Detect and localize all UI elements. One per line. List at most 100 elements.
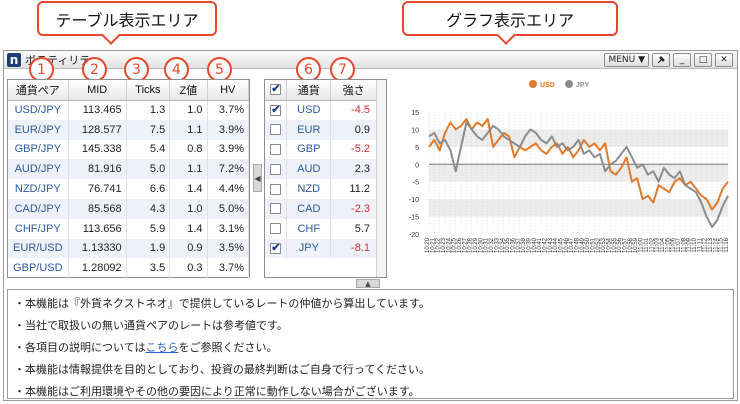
rate-row[interactable]: GBP/JPY 145.338 5.4 0.8 3.9% xyxy=(8,139,250,160)
currency-checkbox[interactable] xyxy=(270,124,282,136)
strength-cell-value: 2.3 xyxy=(330,159,377,180)
y-tick-label: 15 xyxy=(411,110,419,117)
x-tick-label: 11:14 xyxy=(713,237,719,252)
strength-row[interactable]: JPY-8.1 xyxy=(265,238,377,259)
grid-band xyxy=(429,199,728,217)
currency-checkbox[interactable] xyxy=(270,103,282,116)
strength-row[interactable]: GBP -5.2 xyxy=(265,139,377,160)
x-tick-label: 10:57 xyxy=(623,237,629,253)
marker-1: 1 xyxy=(29,57,54,82)
rate-cell-ticks: 1.3 xyxy=(126,100,171,120)
rate-row[interactable]: CAD/JPY 85.568 4.3 1.0 5.0% xyxy=(8,198,250,219)
x-tick-label: 10:31 xyxy=(484,237,490,253)
maximize-button[interactable]: □ xyxy=(694,53,712,67)
strength-row[interactable]: EUR 0.9 xyxy=(265,119,377,140)
currency-checkbox[interactable] xyxy=(270,223,282,235)
strength-cell-currency: AUD xyxy=(286,159,332,180)
x-tick-label: 11:11 xyxy=(697,237,703,252)
window-titlebar: n ボラティリティ MENU ▼ _ □ ✕ xyxy=(4,51,737,69)
strength-scrollbar[interactable] xyxy=(376,80,386,277)
x-tick-label: 11:12 xyxy=(703,237,709,252)
y-tick-label: 10 xyxy=(411,127,419,134)
close-button[interactable]: ✕ xyxy=(715,53,733,67)
x-tick-label: 11:02 xyxy=(649,237,655,252)
header-pair[interactable]: 通貨ペア xyxy=(8,80,69,101)
note-3-prefix: ・各項目の説明については xyxy=(14,341,146,354)
x-tick-label: 10:32 xyxy=(489,237,495,253)
rate-cell-pair: EUR/JPY xyxy=(8,119,69,140)
header-mid[interactable]: MID xyxy=(68,80,127,101)
strength-cell-value: -4.5 xyxy=(330,100,377,120)
y-tick-label: 0 xyxy=(415,162,419,169)
header-currency[interactable]: 通貨 xyxy=(286,80,332,101)
collapse-handle-left[interactable]: ◀ xyxy=(253,164,262,192)
note-4: ・本機能は情報提供を目的としており、投資の最終判断はご自身で行ってください。 xyxy=(14,363,431,376)
strength-table-panel: 通貨 強さ USD-4.5EUR0.9GBP-5.2AUD2.3NZD11.2C… xyxy=(264,79,387,278)
rate-cell-ticks: 1.9 xyxy=(126,238,171,259)
rate-row[interactable]: EUR/USD 1.13330 1.9 0.9 3.5% xyxy=(8,238,250,259)
rate-row[interactable]: CHF/JPY 113.656 5.9 1.4 3.1% xyxy=(8,218,250,239)
x-tick-label: 11:15 xyxy=(719,237,725,252)
x-tick-label: 11:16 xyxy=(724,237,730,252)
rate-cell-mid: 76.741 xyxy=(68,179,127,199)
x-tick-label: 10:21 xyxy=(430,237,436,253)
x-tick-label: 10:34 xyxy=(500,237,506,253)
strength-cell-check xyxy=(265,179,288,199)
series-line-jpy xyxy=(428,121,729,228)
rate-row[interactable]: NZD/JPY 76.741 6.6 1.4 4.4% xyxy=(8,179,250,199)
details-link[interactable]: こちら xyxy=(145,341,179,354)
note-1: ・本機能は『外貨ネクストネオ』で提供しているレートの仲値から算出しています。 xyxy=(14,297,430,310)
strength-cell-check xyxy=(265,218,288,239)
strength-cell-value: 5.7 xyxy=(330,218,377,239)
currency-checkbox[interactable] xyxy=(270,183,282,195)
rate-row[interactable]: GBP/USD 1.28092 3.5 0.3 3.7% xyxy=(8,258,250,279)
header-strength[interactable]: 強さ xyxy=(330,80,377,101)
x-tick-label: 11:03 xyxy=(655,237,661,252)
rate-cell-z: 1.4 xyxy=(169,218,208,239)
rate-row[interactable]: AUD/JPY 81.916 5.0 1.1 7.2% xyxy=(8,159,250,180)
header-check[interactable] xyxy=(265,80,288,101)
collapse-handle-bottom[interactable]: ▲ xyxy=(356,279,380,288)
header-checkbox[interactable] xyxy=(270,82,282,96)
x-tick-label: 10:23 xyxy=(441,237,447,253)
rate-cell-pair: CHF/JPY xyxy=(8,218,69,239)
rate-cell-pair: USD/JPY xyxy=(8,100,69,120)
currency-checkbox[interactable] xyxy=(270,163,282,175)
strength-cell-currency: USD xyxy=(286,100,332,120)
currency-checkbox[interactable] xyxy=(270,144,282,156)
header-zvalue[interactable]: Z値 xyxy=(169,80,208,101)
app-logo-icon: n xyxy=(7,52,21,67)
notes-panel: ・本機能は『外貨ネクストネオ』で提供しているレートの仲値から算出しています。 ・… xyxy=(7,289,734,399)
y-tick-label: -10 xyxy=(409,197,419,204)
strength-row[interactable]: CAD -2.3 xyxy=(265,198,377,219)
x-tick-label: 10:41 xyxy=(537,237,543,253)
strength-row[interactable]: NZD 11.2 xyxy=(265,179,377,199)
rate-cell-mid: 1.28092 xyxy=(68,258,127,279)
rate-cell-mid: 128.577 xyxy=(68,119,127,140)
menu-button[interactable]: MENU ▼ xyxy=(604,53,649,67)
x-tick-label: 10:50 xyxy=(585,237,591,253)
x-tick-label: 10:45 xyxy=(558,237,564,253)
strength-cell-currency: JPY xyxy=(286,238,332,259)
x-tick-label: 10:39 xyxy=(526,237,532,253)
rate-row[interactable]: USD/JPY 113.465 1.3 1.0 3.7% xyxy=(8,100,250,120)
x-tick-label: 11:01 xyxy=(644,237,650,252)
strength-row[interactable]: AUD 2.3 xyxy=(265,159,377,180)
x-tick-label: 11:09 xyxy=(687,237,693,252)
x-tick-label: 10:47 xyxy=(569,237,575,253)
y-tick-label: -5 xyxy=(413,180,419,187)
strength-cell-currency: CHF xyxy=(286,218,332,239)
header-ticks[interactable]: Ticks xyxy=(126,80,171,101)
rate-row[interactable]: EUR/JPY 128.577 7.5 1.1 3.9% xyxy=(8,119,250,140)
currency-checkbox[interactable] xyxy=(270,241,282,255)
note-3: ・各項目の説明についてはこちらをご参照ください。 xyxy=(14,339,277,355)
minimize-button[interactable]: _ xyxy=(673,53,691,67)
currency-checkbox[interactable] xyxy=(270,203,282,215)
strength-row[interactable]: CHF 5.7 xyxy=(265,218,377,239)
x-tick-label: 11:08 xyxy=(681,237,687,252)
pin-button[interactable] xyxy=(652,53,670,67)
header-hv[interactable]: HV xyxy=(207,80,250,101)
strength-row[interactable]: USD-4.5 xyxy=(265,100,377,120)
rate-cell-z: 1.0 xyxy=(169,100,208,120)
x-tick-label: 10:38 xyxy=(521,237,527,253)
